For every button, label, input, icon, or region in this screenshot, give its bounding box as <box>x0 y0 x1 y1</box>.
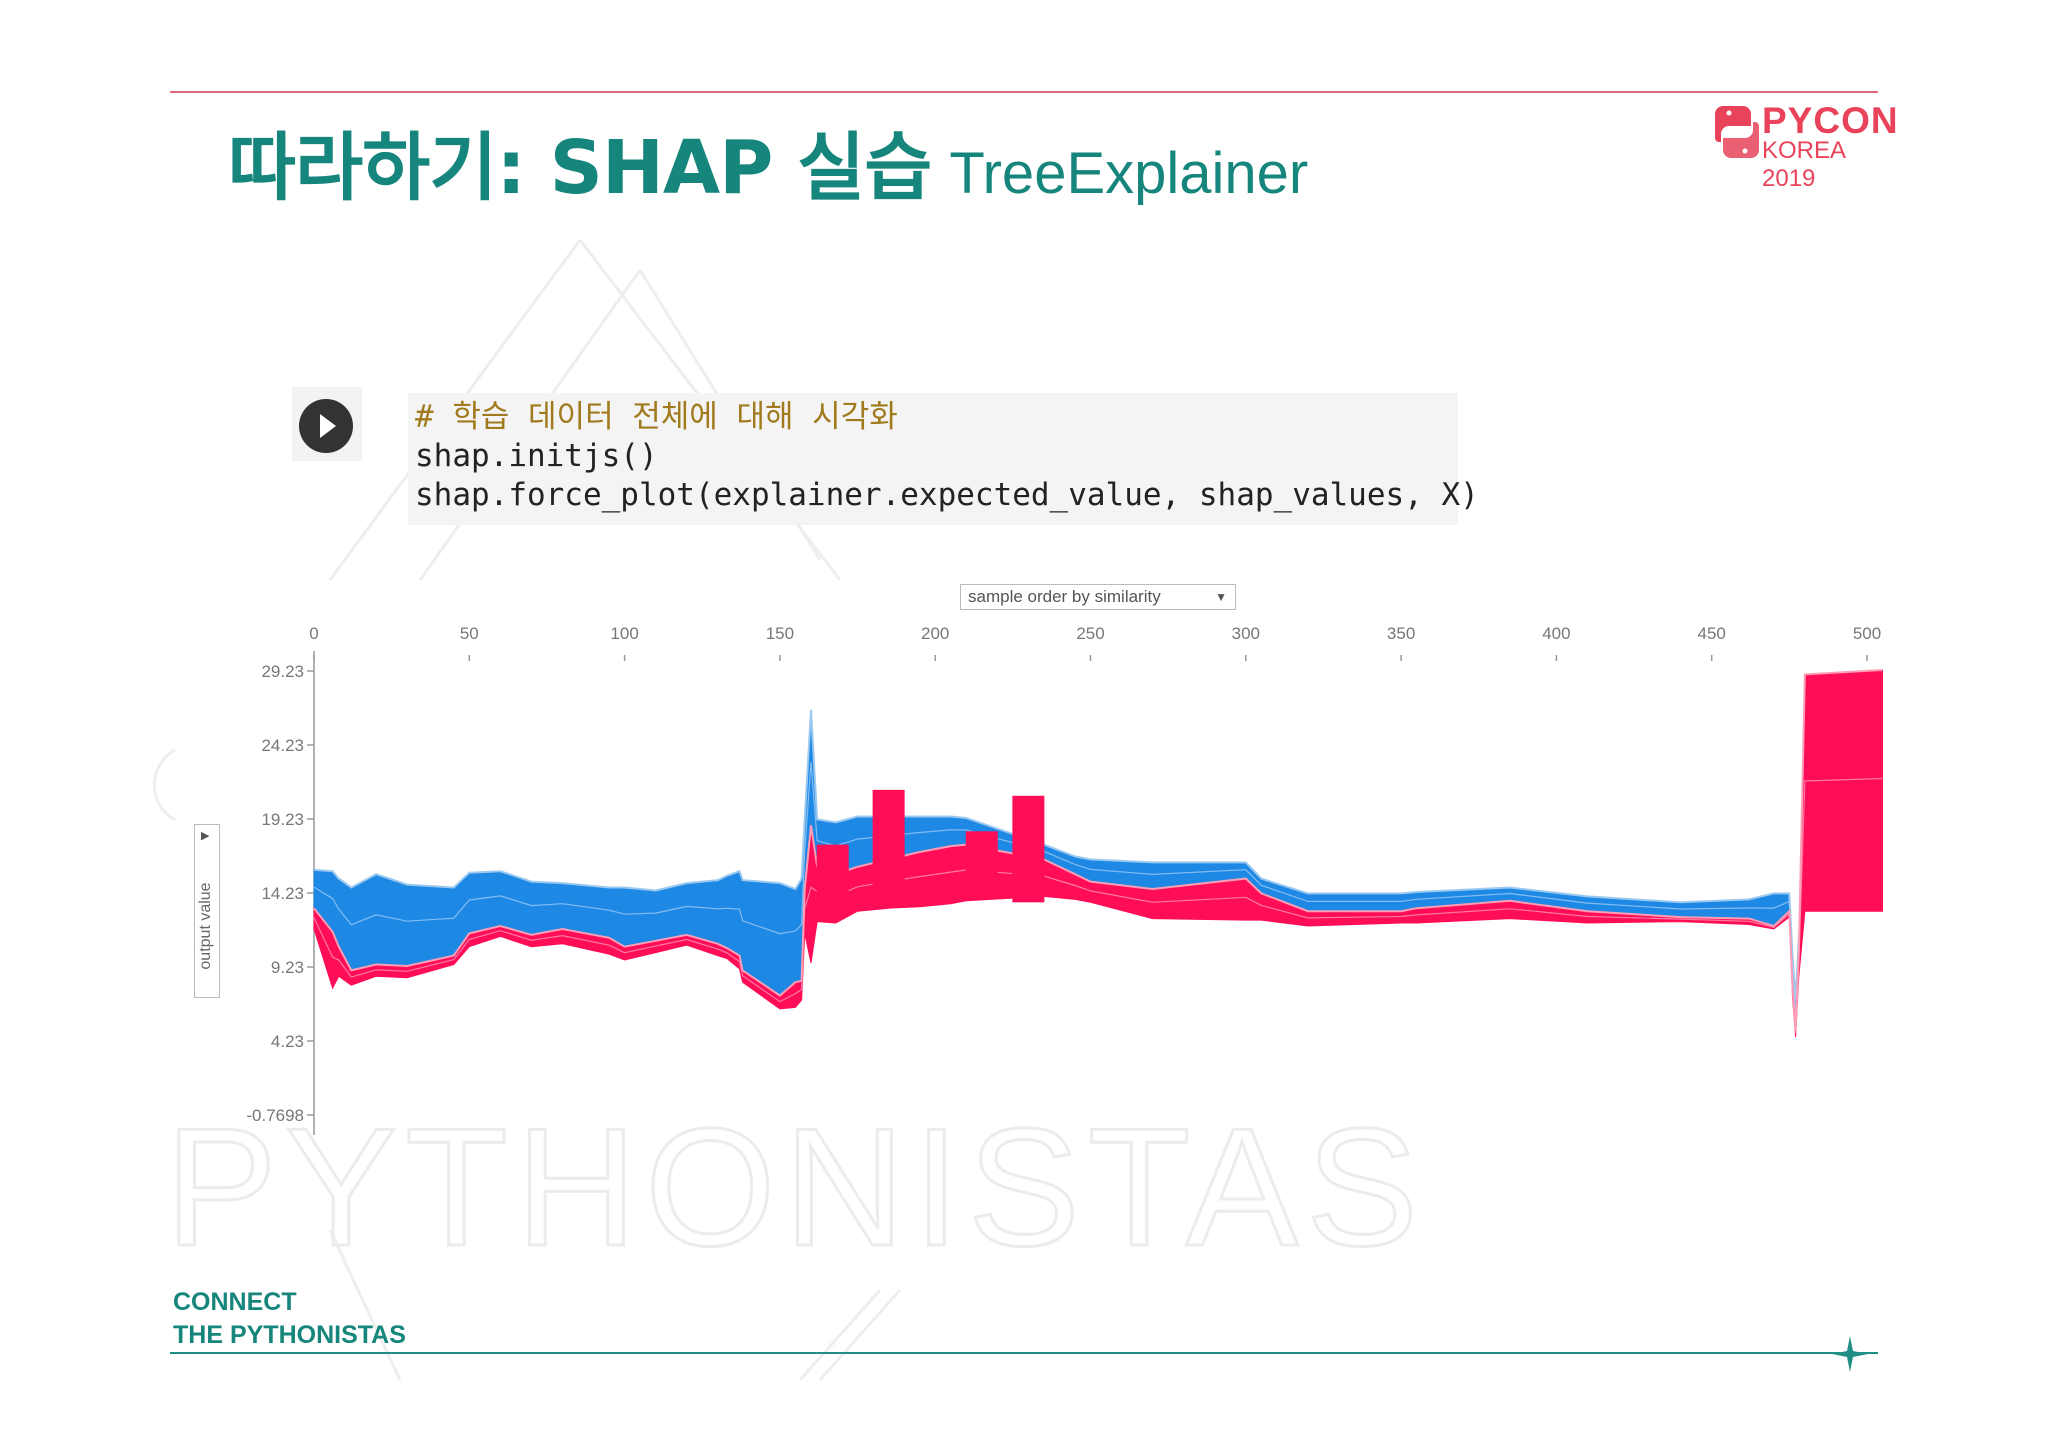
dropdown-arrow-icon: ▶ <box>201 829 210 842</box>
top-rule <box>170 91 1878 93</box>
band-outline <box>313 709 1883 1001</box>
positive-spike <box>1012 795 1045 903</box>
play-icon <box>299 399 353 453</box>
y-axis-output-select[interactable]: ▶ output value <box>194 824 220 998</box>
bottom-rule <box>170 1352 1878 1354</box>
footer-line-2: THE PYTHONISTAS <box>173 1321 406 1349</box>
y-tick-label: 19.23 <box>261 810 304 829</box>
positive-spike <box>816 844 849 904</box>
logo-text-korea: KOREA 2019 <box>1762 137 1845 192</box>
x-axis-order-select[interactable]: sample order by similarity ▼ <box>960 584 1236 610</box>
x-tick-label: 200 <box>921 624 949 643</box>
footer-line-1: CONNECT <box>173 1288 297 1316</box>
pycon-logo: PYCON KOREA 2019 <box>1715 100 1898 192</box>
code-text: # 학습 데이터 전체에 대해 시각화 shap.initjs() shap.f… <box>415 398 1479 515</box>
run-cell-button[interactable] <box>292 387 362 461</box>
dropdown-arrow-icon: ▼ <box>1215 590 1227 604</box>
y-tick-label: 4.23 <box>271 1032 304 1051</box>
x-tick-label: 250 <box>1076 624 1104 643</box>
code-comment: # 학습 데이터 전체에 대해 시각화 <box>415 399 898 435</box>
positive-spike <box>965 831 998 900</box>
band-outline <box>313 669 1883 1030</box>
python-logo-icon <box>1715 106 1759 158</box>
positive-spike <box>872 789 905 906</box>
footer-tagline: CONNECT THE PYTHONISTAS <box>173 1286 406 1352</box>
x-tick-label: 300 <box>1232 624 1260 643</box>
positive-effect-area <box>313 669 1883 1038</box>
code-cell[interactable] <box>408 393 1458 525</box>
logo-text-pycon: PYCON <box>1762 100 1899 141</box>
code-line-initjs: shap.initjs() <box>415 438 658 474</box>
x-axis-order-label: sample order by similarity <box>968 587 1161 606</box>
x-tick-label: 500 <box>1853 624 1881 643</box>
x-tick-label: 100 <box>610 624 638 643</box>
x-tick-label: 150 <box>766 624 794 643</box>
y-tick-label: 14.23 <box>261 884 304 903</box>
x-tick-label: 350 <box>1387 624 1415 643</box>
y-tick-label: 29.23 <box>261 662 304 681</box>
slide-title-sub: TreeExplainer <box>949 141 1309 206</box>
slide-title: 따라하기: SHAP 실습 TreeExplainer <box>228 108 1309 211</box>
x-tick-label: 400 <box>1542 624 1570 643</box>
watermark-text: PYTHONISTAS <box>165 1093 1426 1281</box>
slide-title-main: 따라하기: SHAP 실습 <box>228 125 932 211</box>
code-line-force-plot: shap.force_plot(explainer.expected_value… <box>415 477 1479 513</box>
x-tick-label: 450 <box>1698 624 1726 643</box>
y-tick-label: -0.7698 <box>246 1106 304 1125</box>
y-tick-label: 24.23 <box>261 736 304 755</box>
y-tick-label: 9.23 <box>271 958 304 977</box>
x-tick-label: 50 <box>460 624 479 643</box>
x-tick-label: 0 <box>309 624 318 643</box>
sparkle-icon <box>1832 1336 1868 1372</box>
